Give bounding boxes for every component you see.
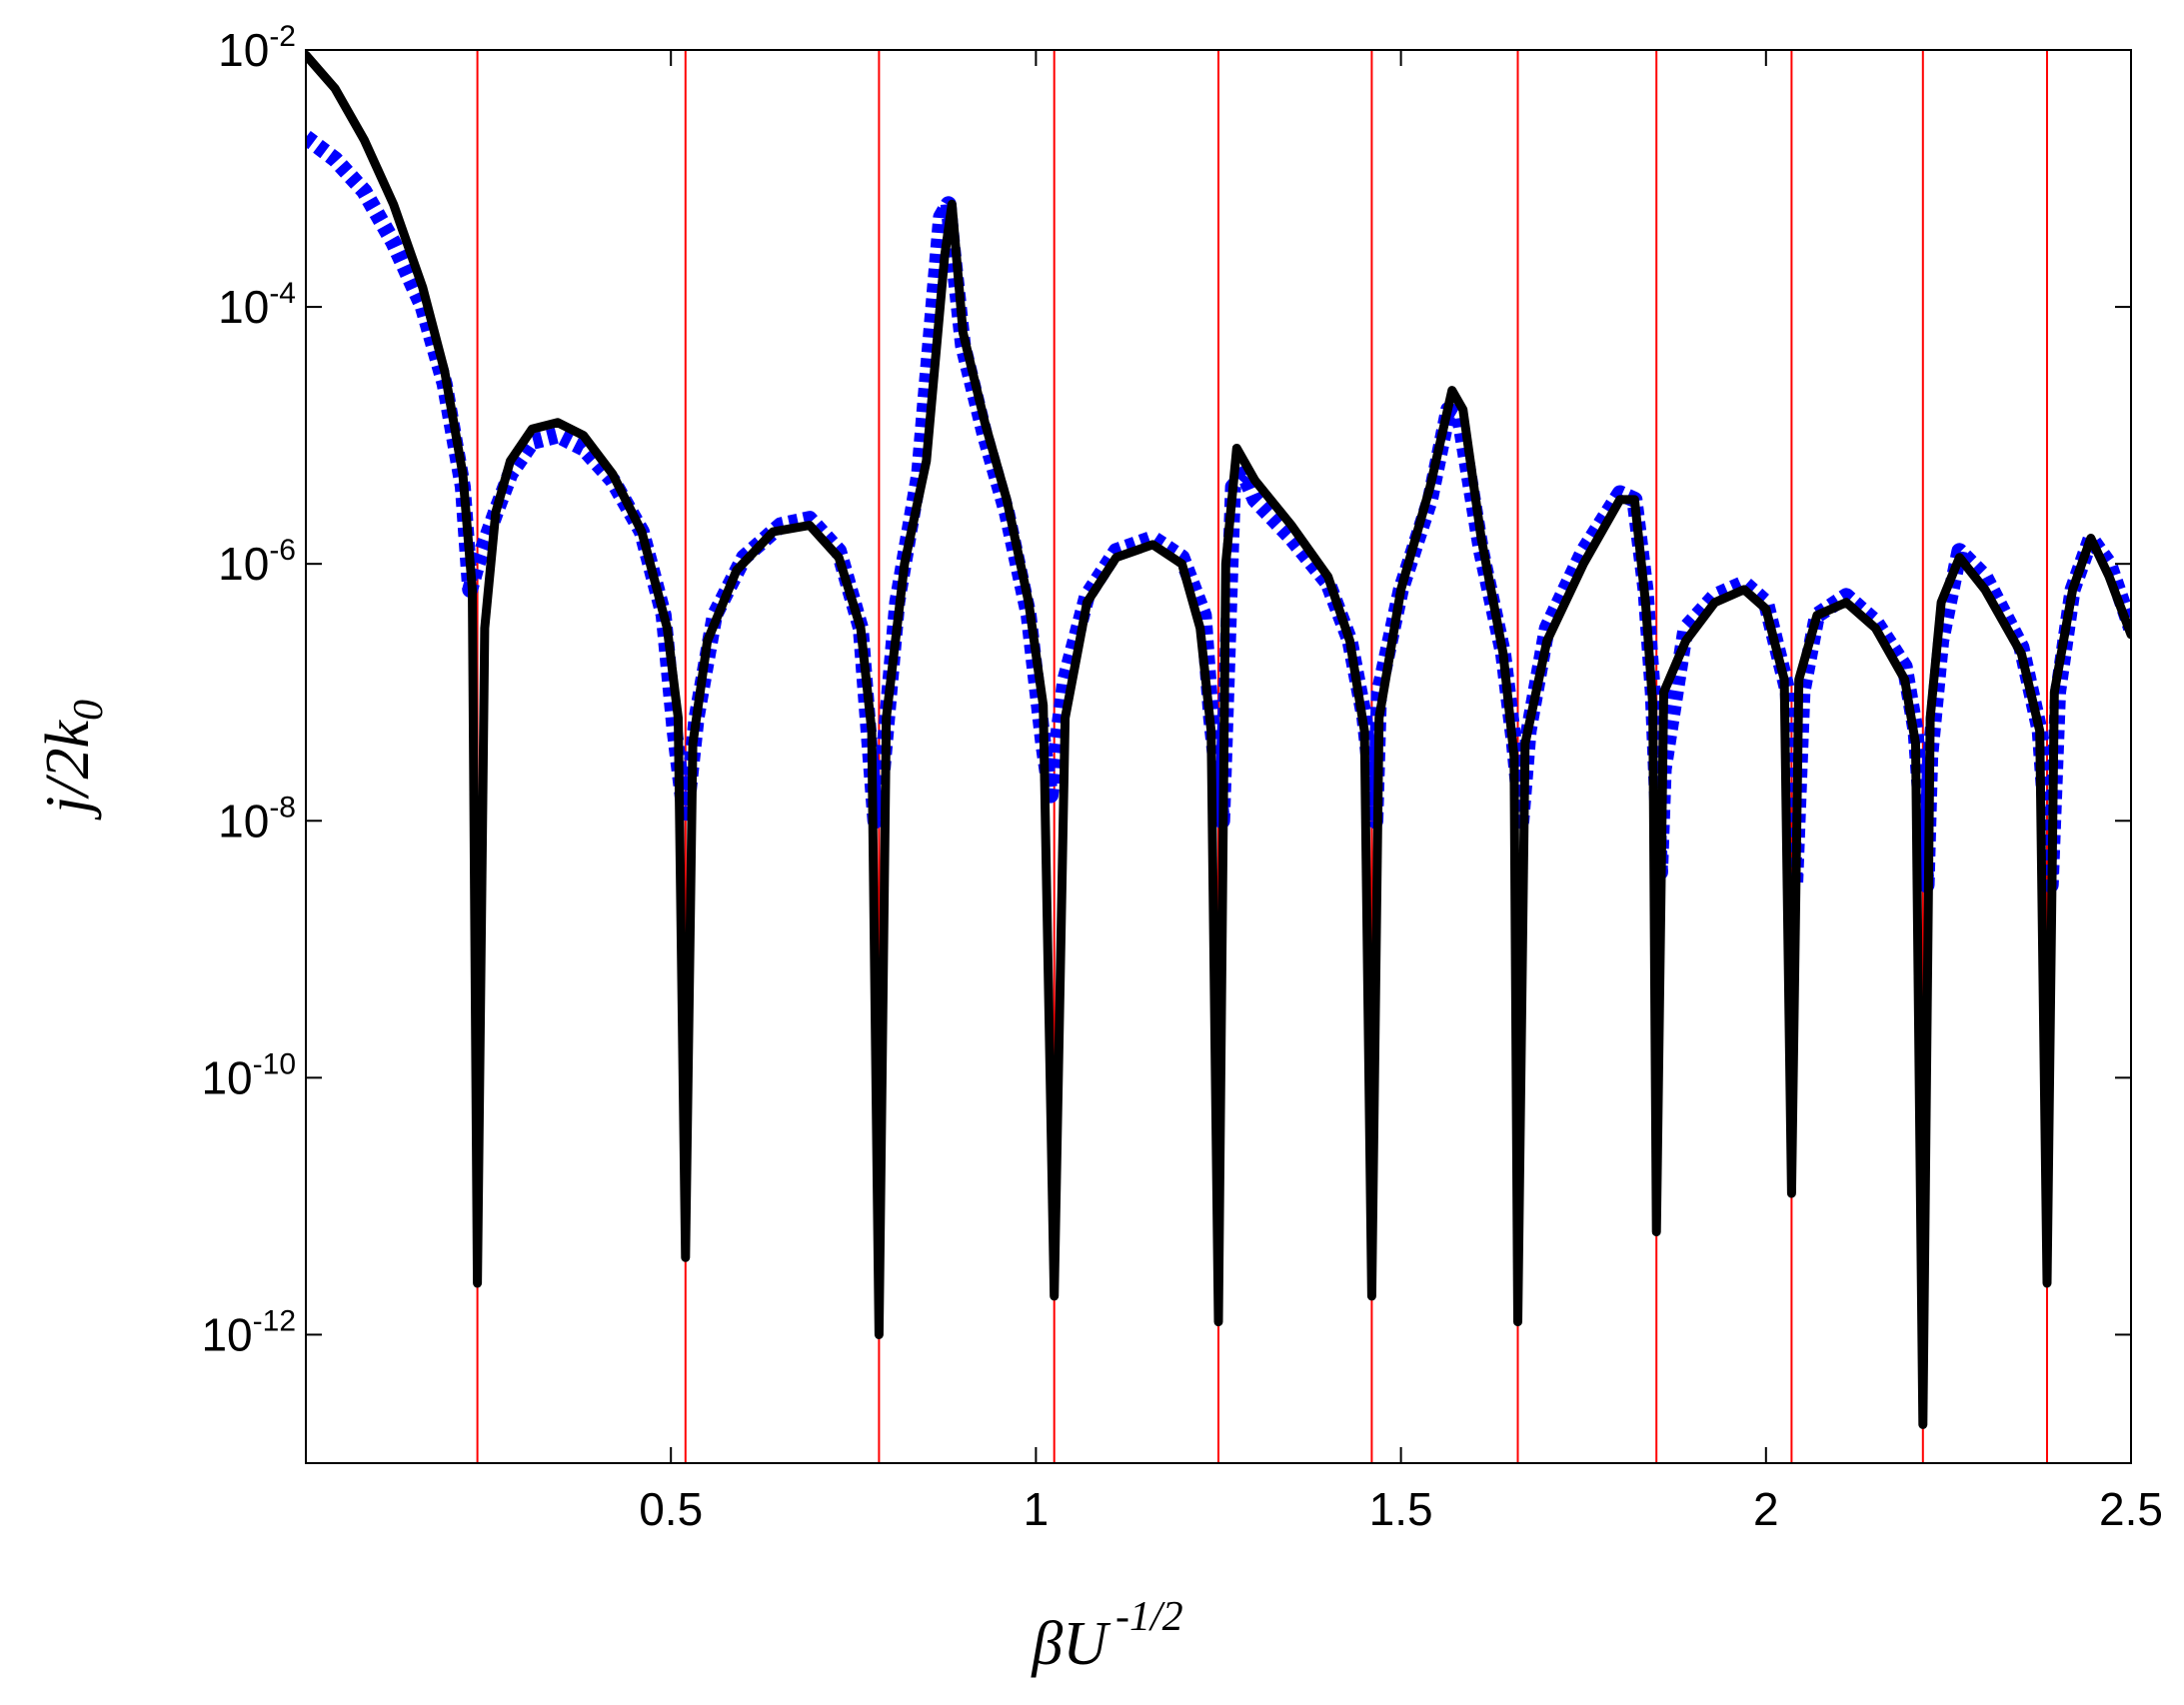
y-tick-label-base: 10 <box>201 1051 252 1103</box>
plot-area-frame <box>305 49 2132 1464</box>
y-tick-label-base: 10 <box>218 24 269 76</box>
x-tick-label-3: 1.5 <box>1369 1483 1433 1535</box>
x-axis-title-sup: -1/2 <box>1115 1594 1183 1640</box>
y-axis-title-sub: 0 <box>66 700 112 721</box>
x-tick-label-1: 0.5 <box>639 1483 703 1535</box>
x-tick-label-4: 2 <box>1753 1483 1779 1535</box>
y-tick-label-1: 10-2 <box>218 20 296 76</box>
y-tick-label-2: 10-4 <box>218 277 296 333</box>
x-tick-label-5: 2.5 <box>2099 1483 2163 1535</box>
y-tick-label-base: 10 <box>201 1308 252 1360</box>
x-axis-title: βU -1/2 <box>1031 1594 1182 1678</box>
y-tick-label-exp: -12 <box>253 1304 296 1337</box>
y-tick-label-base: 10 <box>218 281 269 333</box>
y-tick-label-4: 10-8 <box>218 791 296 847</box>
y-tick-label-base: 10 <box>218 538 269 590</box>
y-tick-label-exp: -10 <box>253 1047 296 1080</box>
y-tick-label-exp: -2 <box>269 20 296 53</box>
y-tick-label-exp: -4 <box>269 277 296 310</box>
axis-ticks <box>306 49 2132 1463</box>
x-tick-labels: 0.5 1 1.5 2 2.5 <box>639 1483 2163 1535</box>
y-axis-title-base: j/2k <box>34 720 102 821</box>
series-line-solid <box>306 50 2131 1429</box>
y-tick-label-exp: -6 <box>269 534 296 567</box>
y-axis-title: j/2k0 <box>34 700 112 821</box>
x-tick-label-2: 1 <box>1024 1483 1050 1535</box>
x-axis-title-base: βU <box>1031 1610 1111 1678</box>
y-tick-label-base: 10 <box>218 795 269 847</box>
series-layer <box>306 50 2131 1429</box>
y-tick-label-exp: -8 <box>269 791 296 824</box>
y-tick-label-6: 10-12 <box>201 1304 296 1360</box>
y-tick-label-5: 10-10 <box>201 1047 296 1103</box>
y-tick-label-3: 10-6 <box>218 534 296 590</box>
